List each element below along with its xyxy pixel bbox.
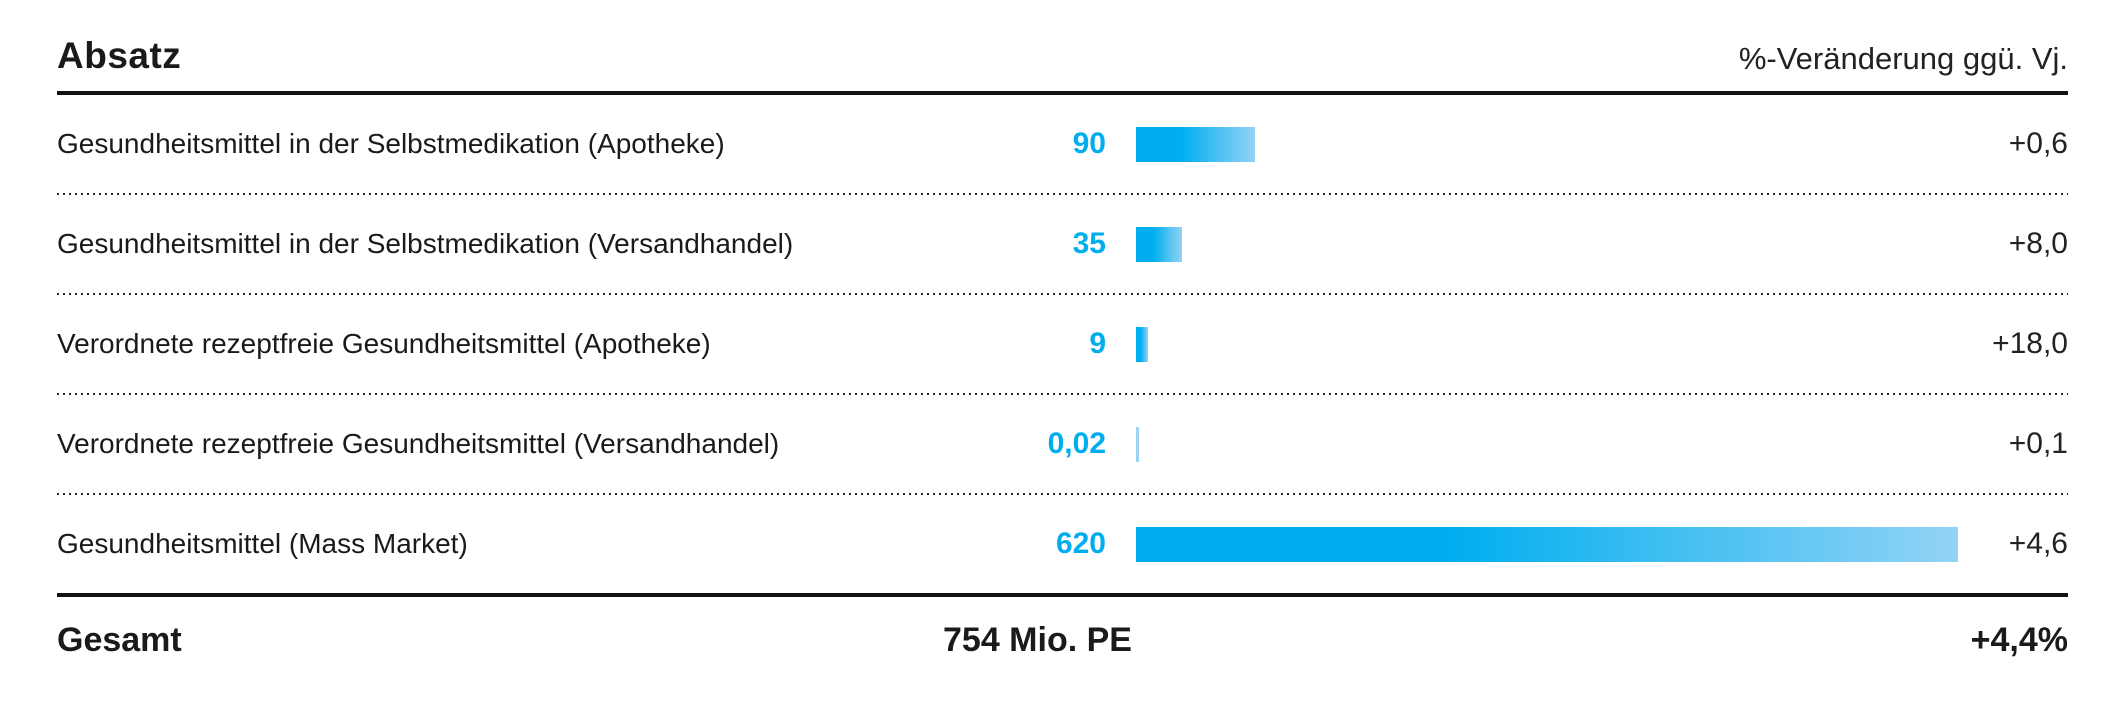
bar-cell: +8,0 — [1136, 195, 2068, 293]
change-column-header: %-Veränderung ggü. Vj. — [1738, 41, 2068, 76]
bar-cell: +18,0 — [1136, 295, 2068, 393]
change-value: +4,6 — [2008, 527, 2068, 560]
total-row: Gesamt 754 Mio. PE +4,4% — [57, 597, 2068, 709]
chart-row: Gesundheitsmittel in der Selbstmedikatio… — [57, 95, 2068, 193]
total-change: +4,4% — [1970, 621, 2068, 659]
row-separator — [57, 493, 2068, 495]
value-label: 620 — [1055, 527, 1106, 560]
value-bar — [1136, 226, 1183, 262]
row-separator — [57, 393, 2068, 395]
chart-row: Verordnete rezeptfreie Gesundheitsmittel… — [57, 395, 2068, 493]
category-label: Gesundheitsmittel (Mass Market) — [57, 528, 468, 559]
chart-row: Verordnete rezeptfreie Gesundheitsmittel… — [57, 295, 2068, 393]
value-bar — [1136, 326, 1148, 362]
change-value: +0,6 — [2008, 127, 2068, 160]
row-separator — [57, 193, 2068, 195]
change-value: +18,0 — [1992, 327, 2068, 360]
bar-cell: +0,6 — [1136, 95, 2068, 193]
header-rule — [57, 91, 2068, 95]
bar-cell: +4,6 — [1136, 495, 2068, 593]
category-label: Verordnete rezeptfreie Gesundheitsmittel… — [57, 428, 780, 459]
value-label: 35 — [1072, 227, 1106, 260]
chart-row: Gesundheitsmittel in der Selbstmedikatio… — [57, 195, 2068, 293]
total-label: Gesamt — [57, 621, 182, 659]
category-label: Gesundheitsmittel in der Selbstmedikatio… — [57, 128, 725, 159]
change-value: +8,0 — [2008, 227, 2068, 260]
change-value: +0,1 — [2008, 427, 2068, 460]
chart-row: Gesundheitsmittel (Mass Market) 620 +4,6 — [57, 495, 2068, 593]
bar-cell: +0,1 — [1136, 395, 2068, 493]
value-label: 9 — [1089, 327, 1106, 360]
value-label: 90 — [1072, 127, 1106, 160]
total-rule — [57, 593, 2068, 597]
row-separator — [57, 293, 2068, 295]
value-bar — [1136, 526, 1958, 562]
chart-title: Absatz — [57, 35, 182, 76]
category-label: Verordnete rezeptfreie Gesundheitsmittel… — [57, 328, 711, 359]
value-bar — [1136, 426, 1139, 462]
total-value: 754 Mio. PE — [943, 621, 1132, 659]
value-bar — [1136, 126, 1256, 162]
value-label: 0,02 — [1047, 427, 1106, 460]
category-label: Gesundheitsmittel in der Selbstmedikatio… — [57, 228, 794, 259]
chart-header: Absatz %-Veränderung ggü. Vj. — [57, 0, 2068, 91]
